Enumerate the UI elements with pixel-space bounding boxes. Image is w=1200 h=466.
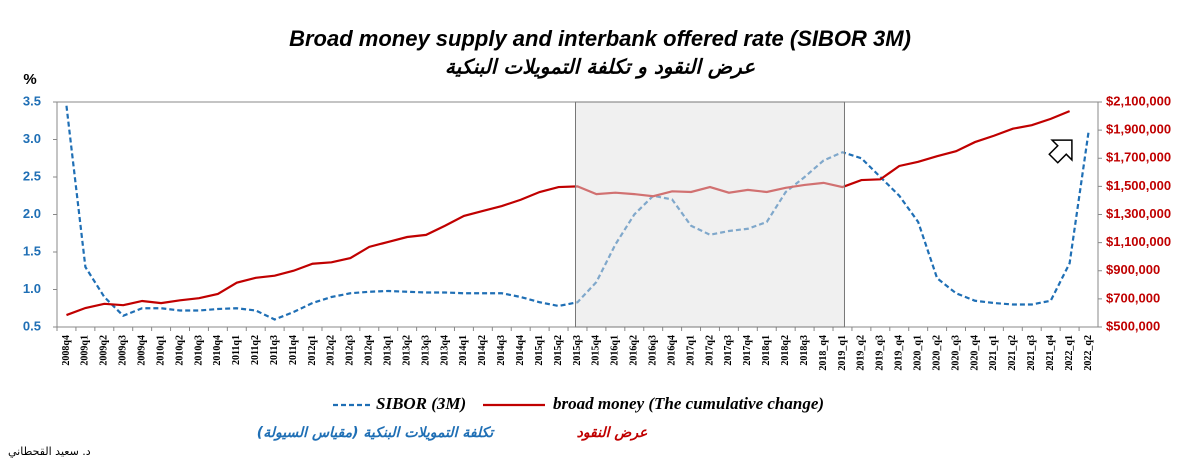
- x-tick-label: 2021_q4: [1045, 335, 1056, 371]
- x-tick-label: 2009q4: [136, 335, 147, 366]
- y2-tick-label: $700,000: [1106, 290, 1160, 305]
- chart-subtitle: عرض النقود و تكلفة التمويلات البنكية: [445, 55, 755, 80]
- x-tick-label: 2010q2: [174, 335, 185, 366]
- y-tick-label: 1.0: [23, 281, 41, 296]
- x-tick-label: 2020_q1: [912, 335, 923, 371]
- x-tick-label: 2011q1: [231, 335, 242, 365]
- x-tick-label: 2017q4: [742, 335, 753, 366]
- chart-title: Broad money supply and interbank offered…: [289, 26, 911, 51]
- legend-label-ar: تكلفة التمويلات البنكية (مقياس السيولة): [257, 425, 495, 441]
- x-tick-label: 2013q3: [420, 335, 431, 366]
- arrow-icon: [1048, 139, 1073, 164]
- x-tick-label: 2014q3: [496, 335, 507, 366]
- x-tick-label: 2021_q3: [1026, 335, 1037, 371]
- x-tick-label: 2019_q1: [837, 335, 848, 371]
- x-tick-label: 2014q4: [515, 335, 526, 366]
- x-tick-label: 2009q3: [118, 335, 129, 366]
- x-tick-label: 2017q1: [685, 335, 696, 366]
- series-line: [66, 110, 1071, 317]
- x-tick-label: 2012q2: [326, 335, 337, 366]
- x-tick-label: 2013q2: [401, 335, 412, 366]
- x-tick-label: 2021_q1: [988, 335, 999, 371]
- y2-tick-label: $1,700,000: [1106, 150, 1171, 165]
- x-tick-label: 2014q2: [477, 335, 488, 366]
- x-tick-label: 2015q2: [553, 335, 564, 366]
- x-tick-label: 2011q2: [250, 335, 261, 365]
- y-tick-label: 1.5: [23, 243, 41, 258]
- x-tick-label: 2015q4: [591, 335, 602, 366]
- x-tick-label: 2013q1: [383, 335, 394, 366]
- x-tick-label: 2010q3: [193, 335, 204, 366]
- x-tick-label: 2016q4: [666, 335, 677, 366]
- x-tick-label: 2022_q2: [1083, 335, 1094, 371]
- x-tick-label: 2011q4: [288, 335, 299, 365]
- x-tick-label: 2012q1: [307, 335, 318, 366]
- y-axis-label: %: [23, 71, 36, 88]
- legend-label: broad money (The cumulative change): [553, 394, 824, 413]
- x-tick-label: 2009q2: [99, 335, 110, 366]
- x-tick-label: 2017q3: [723, 335, 734, 366]
- x-tick-label: 2014q1: [458, 335, 469, 366]
- y2-tick-label: $1,500,000: [1106, 178, 1171, 193]
- y2-tick-label: $2,100,000: [1106, 93, 1171, 108]
- x-tick-label: 2019_q3: [875, 335, 886, 371]
- legend-label-ar: عرض النقود: [577, 425, 648, 441]
- x-tick-label: 2010q1: [155, 335, 166, 366]
- x-tick-label: 2017q2: [704, 335, 715, 366]
- x-tick-label: 2015q1: [534, 335, 545, 366]
- x-tick-label: 2018_q4: [818, 335, 829, 371]
- x-tick-label: 2016q2: [629, 335, 640, 366]
- x-tick-label: 2009q1: [80, 335, 91, 366]
- x-tick-label: 2010q4: [212, 335, 223, 366]
- x-tick-label: 2016q1: [610, 335, 621, 366]
- y-tick-label: 0.5: [23, 318, 41, 333]
- y2-tick-label: $1,100,000: [1106, 234, 1171, 249]
- y2-tick-label: $1,900,000: [1106, 122, 1171, 137]
- y2-tick-label: $900,000: [1106, 262, 1160, 277]
- x-tick-label: 2013q4: [439, 335, 450, 366]
- y-tick-label: 2.5: [23, 168, 41, 183]
- x-tick-label: 2016q3: [648, 335, 659, 366]
- x-tick-label: 2012q4: [364, 335, 375, 366]
- x-tick-label: 2018q2: [780, 335, 791, 366]
- x-tick-label: 2018q3: [799, 335, 810, 366]
- x-tick-label: 2019_q2: [856, 335, 867, 371]
- y2-tick-label: $1,300,000: [1106, 206, 1171, 221]
- x-tick-label: 2020_q4: [969, 335, 980, 371]
- y-tick-label: 3.0: [23, 131, 41, 146]
- x-tick-label: 2020_q2: [931, 335, 942, 371]
- x-tick-label: 2008q4: [61, 335, 72, 366]
- x-tick-label: 2012q3: [345, 335, 356, 366]
- y-tick-label: 3.5: [23, 93, 41, 108]
- highlight-region: [575, 101, 845, 328]
- y2-tick-label: $500,000: [1106, 318, 1160, 333]
- legend-label: SIBOR (3M): [376, 394, 466, 413]
- x-tick-label: 2021_q2: [1007, 335, 1018, 371]
- y-tick-label: 2.0: [23, 206, 41, 221]
- x-tick-label: 2018q1: [761, 335, 772, 366]
- x-tick-label: 2022_q1: [1064, 335, 1075, 371]
- x-tick-label: 2011q3: [269, 335, 280, 365]
- x-tick-label: 2019_q4: [894, 335, 905, 371]
- source: د. سعيد القحطاني: [8, 445, 91, 458]
- x-tick-label: 2020_q3: [950, 335, 961, 371]
- x-tick-label: 2015q3: [572, 335, 583, 366]
